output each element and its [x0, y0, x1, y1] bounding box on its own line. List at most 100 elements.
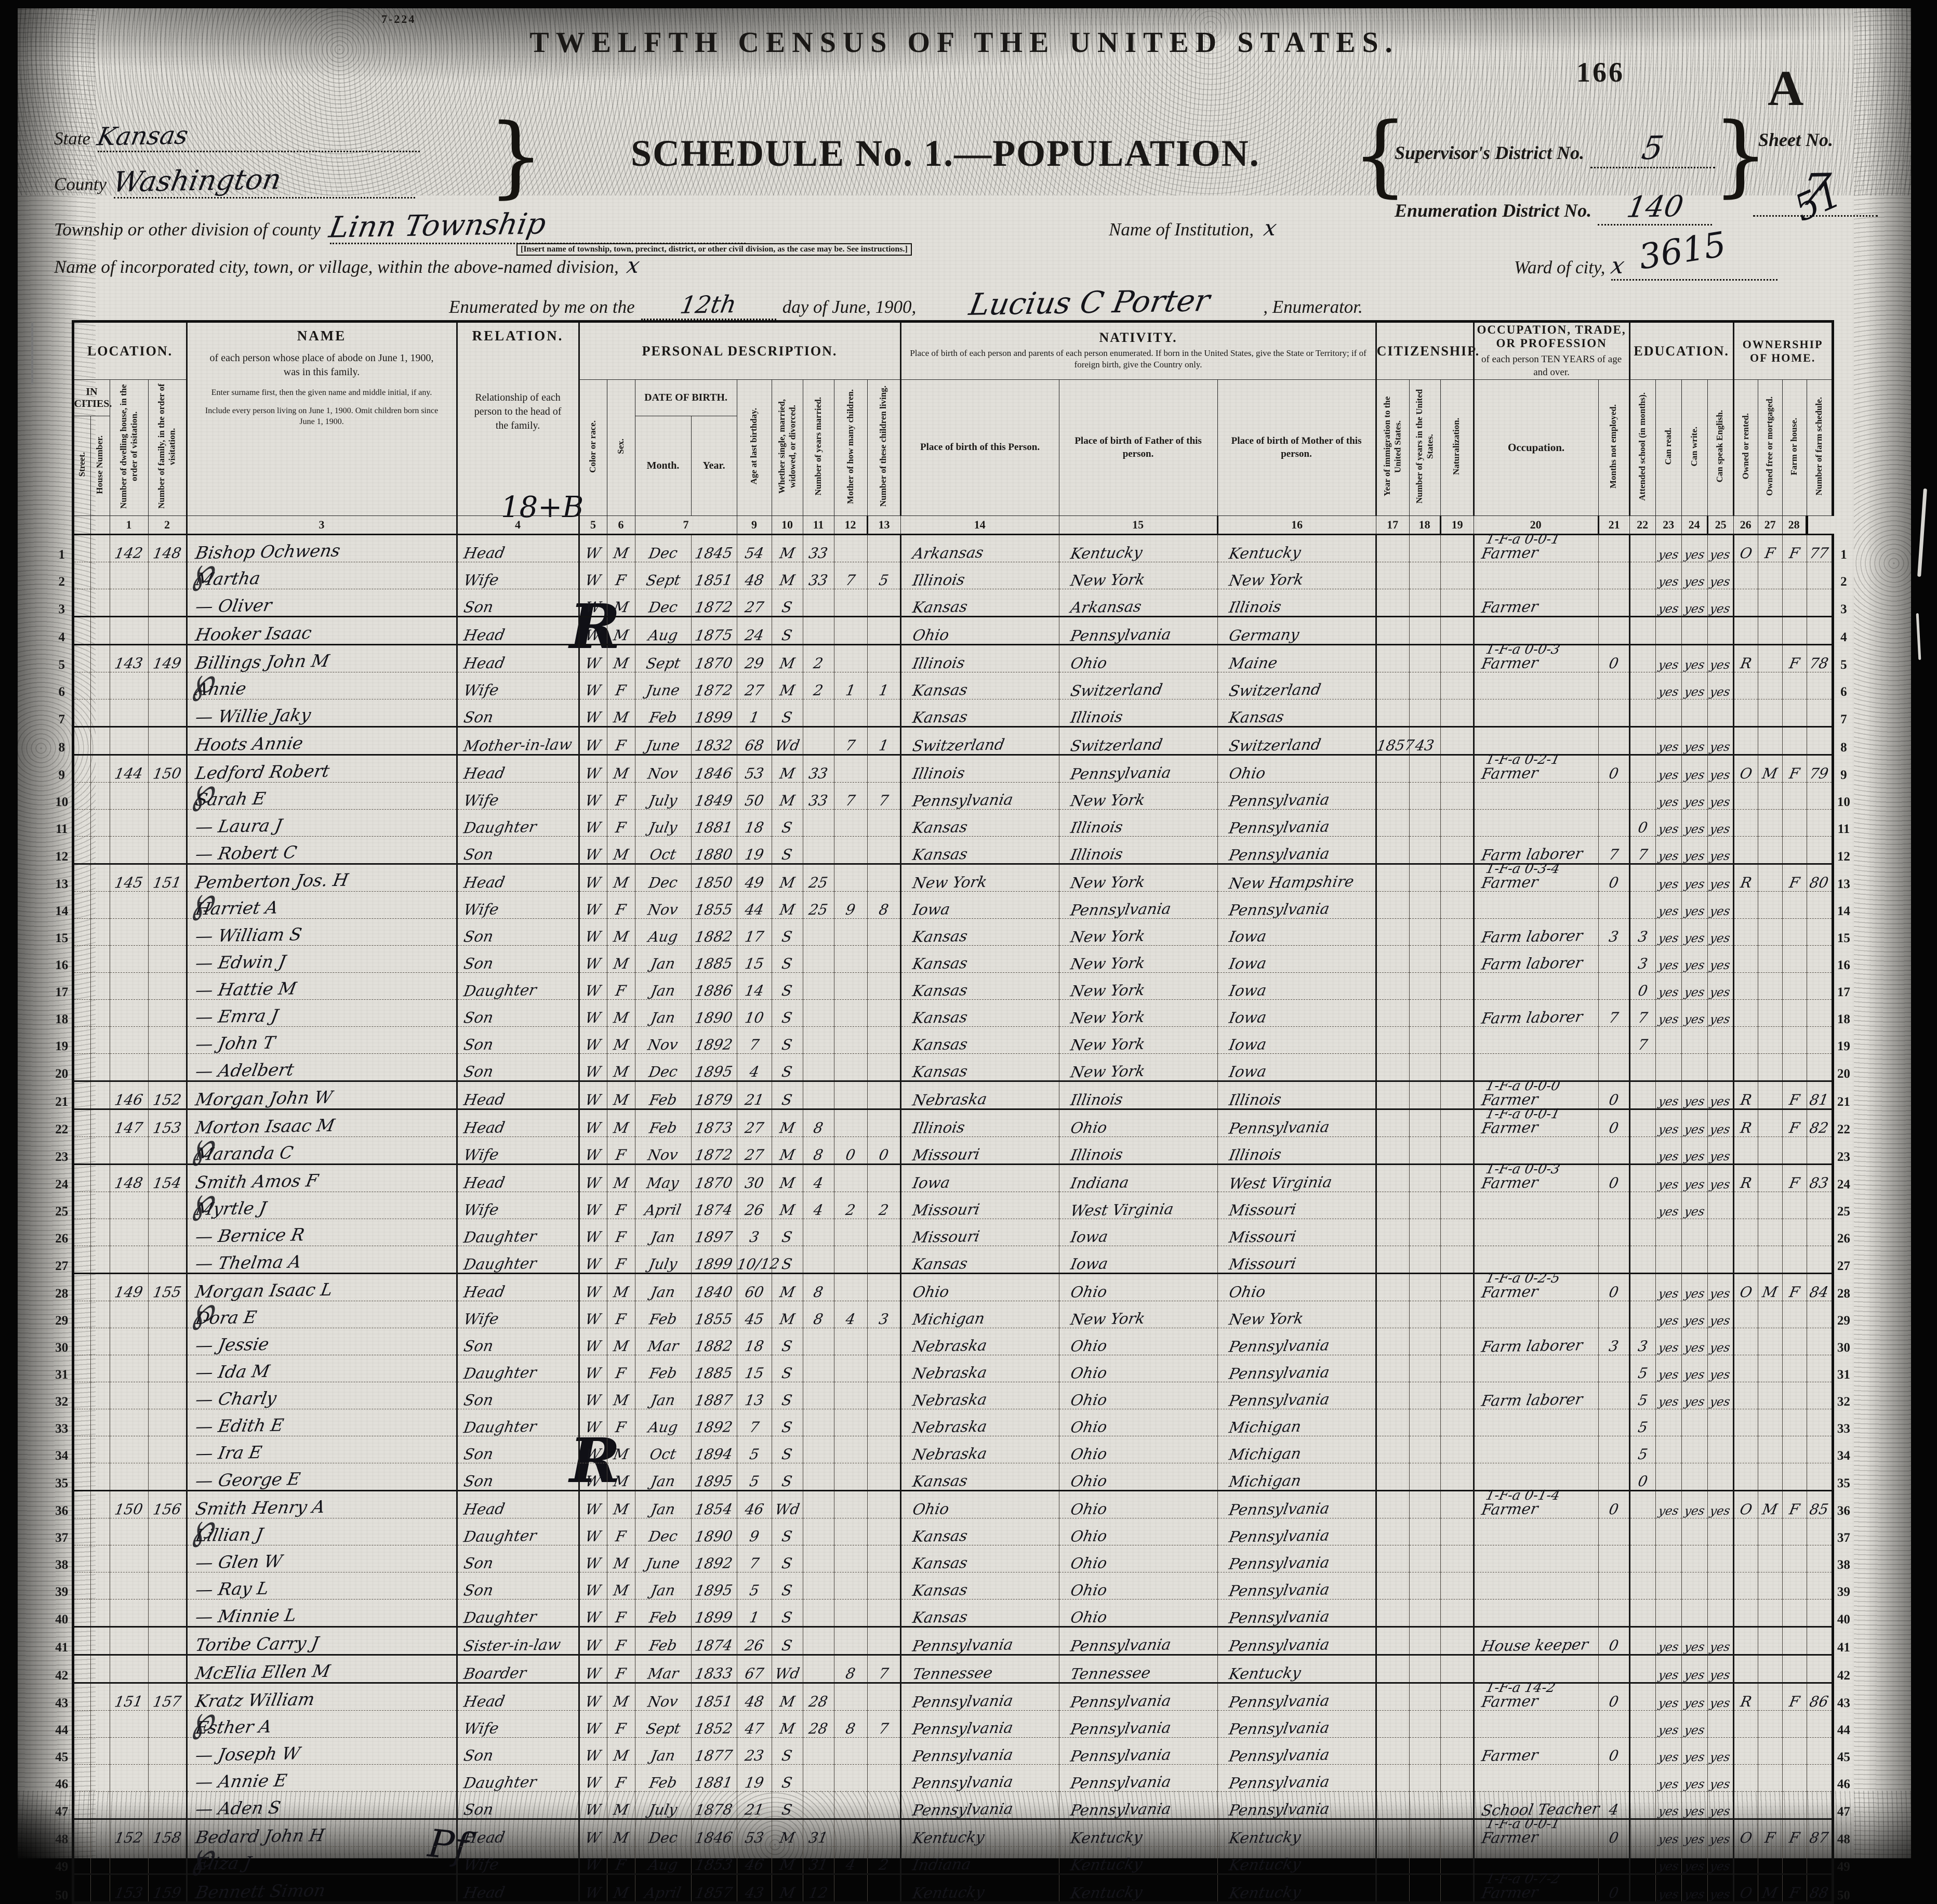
cell-sex: M	[606, 644, 635, 672]
cell-naturalization	[1440, 1737, 1474, 1765]
cell-attended-school: 5	[1628, 1409, 1656, 1436]
cell-can-read	[1655, 616, 1682, 645]
cell-immigration-year	[1375, 863, 1410, 892]
cell-name: — Edwin J	[185, 945, 457, 973]
cell-immigration-year	[1375, 1599, 1410, 1627]
cell-free-mortgaged: M	[1757, 1873, 1783, 1904]
table-row: 7— Willie Jaky Son W M Feb 1899 1 S Kansas Illino…	[52, 699, 1853, 727]
cell-months-not-employed: 0	[1598, 1490, 1630, 1518]
cell-name: ℘ Myrtle J	[185, 1179, 457, 1222]
line-number-left: 40	[55, 1612, 69, 1627]
cell-attended-school	[1628, 1682, 1656, 1711]
cell-birth-month: June	[634, 672, 692, 699]
cell-occupation	[1472, 1136, 1599, 1165]
cell-birth-year: 1895	[691, 1053, 737, 1081]
cell-birthplace-mother: Missouri	[1217, 1219, 1376, 1246]
table-row: 20— Adelbert Son W M Dec 1895 4 S Kansas New York…	[52, 1053, 1853, 1081]
cell-age: 19	[736, 1764, 772, 1792]
cell-can-read	[1655, 1518, 1682, 1545]
cell-attended-school	[1628, 1737, 1656, 1765]
cell-birthplace-person: Nebraska	[899, 1409, 1059, 1436]
cell-birth-month: July	[634, 1246, 692, 1274]
cell-mother-of-children	[833, 1053, 868, 1081]
table-row: 11— Laura J Daughter W F July 1881 18 S Kansas Il…	[52, 809, 1853, 837]
cell-naturalization	[1440, 1328, 1474, 1355]
relation-desc: Relationship of each person to the head …	[474, 392, 562, 431]
cell-name: Bennett Simon	[185, 1873, 457, 1904]
cell-birthplace-mother: Kentucky	[1217, 534, 1376, 562]
cell-birth-year: 1892	[691, 1409, 737, 1436]
cell-birth-year: 1852	[691, 1710, 737, 1738]
cell-farm-house	[1782, 1764, 1807, 1792]
cell-years-married	[802, 616, 834, 645]
state-line: State Kansas	[54, 121, 420, 152]
cell-birthplace-father: West Virginia	[1058, 1192, 1218, 1220]
line-number-right: 20	[1837, 1066, 1850, 1081]
table-row: 35— George E Son W M Jan 1895 5 S Kansas Ohio Mich…	[52, 1463, 1853, 1491]
cell-sex: M	[606, 754, 635, 783]
cell-birth-year: 1882	[691, 1328, 737, 1355]
cell-years-in-us	[1409, 1355, 1441, 1382]
cell-years-married: 2	[802, 644, 834, 672]
cell-can-write: yes	[1681, 918, 1708, 946]
cell-months-not-employed	[1598, 1436, 1630, 1463]
cell-age: 5	[736, 1463, 772, 1491]
cell-children-living: 0	[867, 1136, 901, 1165]
cell-immigration-year	[1375, 754, 1410, 783]
line-number-left: 37	[55, 1530, 69, 1545]
cell-naturalization	[1440, 1490, 1474, 1518]
cell-dwelling-number	[109, 699, 149, 727]
cell-farm-schedule	[1806, 1355, 1834, 1382]
cell-age: 7	[736, 1545, 772, 1572]
col-farm-house: Farm or house.	[1782, 379, 1807, 516]
cell-can-speak-english	[1707, 1463, 1734, 1491]
cell-marital-status: S	[771, 836, 803, 864]
line-number-left: 1	[58, 547, 65, 562]
cell-farm-schedule	[1806, 972, 1834, 1000]
cell-attended-school: 5	[1628, 1382, 1656, 1409]
cell-children-living: 7	[867, 1710, 901, 1738]
cell-marital-status: M	[771, 1273, 803, 1301]
cell-owned-rented: O	[1732, 1273, 1758, 1301]
cell-house-number	[90, 699, 110, 727]
cell-relation: Daughter	[456, 1518, 579, 1545]
cell-farm-schedule	[1806, 809, 1834, 837]
cell-free-mortgaged	[1757, 644, 1783, 672]
line-number-left: 42	[55, 1668, 69, 1683]
cell-children-living	[867, 1355, 901, 1382]
cell-birth-month: Jan	[634, 999, 692, 1027]
cell-can-speak-english: yes	[1707, 1136, 1734, 1165]
cell-birth-month: Nov	[634, 891, 692, 919]
cell-dwelling-number: 147	[109, 1108, 149, 1137]
cell-relation: Daughter	[456, 1246, 579, 1274]
cell-attended-school	[1628, 891, 1656, 919]
cell-birth-year: 1887	[691, 1382, 737, 1409]
cell-birth-month: Feb	[634, 1301, 692, 1328]
cell-years-married: 33	[802, 782, 834, 810]
cell-attended-school	[1628, 699, 1656, 727]
group-nativity: NATIVITY. Place of birth of each person …	[899, 320, 1376, 380]
group-citizenship: CITIZENSHIP.	[1375, 320, 1479, 380]
cell-street	[71, 945, 91, 973]
cell-naturalization	[1440, 589, 1474, 617]
dwelling-label: Number of dwelling house, in the order o…	[118, 384, 139, 509]
cell-occupation: 1-F-a 0-0-1 Farmer	[1472, 532, 1599, 562]
cell-birthplace-father: Ohio	[1058, 1463, 1218, 1491]
cell-color-race: W	[578, 1599, 607, 1627]
cell-years-married	[802, 1545, 834, 1572]
cell-street	[71, 699, 91, 727]
cell-sex: M	[606, 1053, 635, 1081]
cell-birth-month: Aug	[634, 616, 692, 645]
cell-age: 3	[736, 1219, 772, 1246]
cell-mother-of-children	[833, 1463, 868, 1491]
table-row: 27— Thelma A Daughter W F July 1899 10/12 S Kans…	[52, 1246, 1853, 1274]
cell-mother-of-children: 4	[833, 1301, 868, 1328]
cell-farm-schedule: 86	[1806, 1682, 1834, 1711]
cell-house-number	[90, 534, 110, 562]
cell-farm-house: F	[1782, 1873, 1807, 1904]
cell-birth-month: Oct	[634, 836, 692, 864]
cell-color-race: W	[578, 1818, 607, 1847]
cell-immigration-year	[1375, 616, 1410, 645]
cell-occupation	[1472, 562, 1599, 589]
cell-children-living	[867, 1737, 901, 1765]
